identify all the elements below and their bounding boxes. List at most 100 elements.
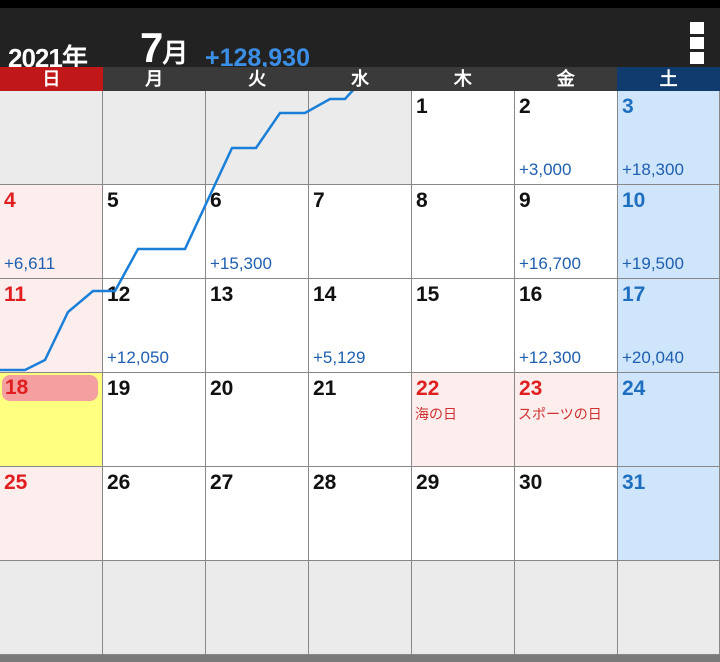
empty-cell[interactable]	[206, 561, 309, 655]
day-cell-16[interactable]: 16 +12,300	[515, 279, 618, 373]
day-number: 26	[107, 471, 131, 494]
day-cell-6[interactable]: 6 +15,300	[206, 185, 309, 279]
empty-cell[interactable]	[103, 561, 206, 655]
day-cell-12[interactable]: 12 +12,050	[103, 279, 206, 373]
day-amount: +12,050	[107, 348, 169, 367]
day-number: 3	[622, 95, 634, 118]
day-number: 28	[313, 471, 337, 494]
bottom-bar	[0, 655, 720, 662]
empty-cell[interactable]	[412, 561, 515, 655]
day-number: 22	[416, 377, 440, 400]
day-number: 13	[210, 283, 234, 306]
day-cell-9[interactable]: 9 +16,700	[515, 185, 618, 279]
day-number: 25	[4, 471, 28, 494]
empty-cell[interactable]	[309, 91, 412, 185]
day-cell-24[interactable]: 24	[618, 373, 720, 467]
day-number: 19	[107, 377, 131, 400]
day-number: 24	[622, 377, 646, 400]
day-cell-19[interactable]: 19	[103, 373, 206, 467]
day-cell-18[interactable]: 18	[0, 373, 103, 467]
day-amount: +19,500	[622, 254, 684, 273]
day-cell-27[interactable]: 27	[206, 467, 309, 561]
empty-cell[interactable]	[515, 561, 618, 655]
day-number: 18	[2, 375, 98, 401]
day-cell-14[interactable]: 14 +5,129	[309, 279, 412, 373]
holiday-name: スポーツの日	[518, 406, 602, 422]
day-number: 4	[4, 189, 16, 212]
day-amount: +15,300	[210, 254, 272, 273]
day-number: 21	[313, 377, 337, 400]
day-number: 5	[107, 189, 119, 212]
day-number: 8	[416, 189, 428, 212]
day-cell-8[interactable]: 8	[412, 185, 515, 279]
holiday-name: 海の日	[415, 406, 457, 422]
empty-cell[interactable]	[0, 91, 103, 185]
day-cell-28[interactable]: 28	[309, 467, 412, 561]
day-number: 30	[519, 471, 543, 494]
weekday-3: 水	[308, 67, 412, 91]
day-amount: +12,300	[519, 348, 581, 367]
day-number: 23	[519, 377, 543, 400]
more-vertical-icon[interactable]	[690, 22, 704, 67]
day-amount: +3,000	[519, 160, 572, 179]
day-cell-31[interactable]: 31	[618, 467, 720, 561]
empty-cell[interactable]	[0, 561, 103, 655]
weekday-2: 火	[205, 67, 309, 91]
weekday-4: 木	[411, 67, 515, 91]
month-suffix: 月	[162, 38, 188, 68]
day-number: 31	[622, 471, 646, 494]
weekday-0: 日	[0, 67, 103, 91]
day-cell-3[interactable]: 3 +18,300	[618, 91, 720, 185]
day-number: 29	[416, 471, 440, 494]
weekday-6: 土	[617, 67, 720, 91]
empty-cell[interactable]	[103, 91, 206, 185]
month-number: 7	[140, 24, 163, 71]
weekday-5: 金	[514, 67, 618, 91]
day-cell-13[interactable]: 13	[206, 279, 309, 373]
day-number: 17	[622, 283, 646, 306]
day-number: 10	[622, 189, 646, 212]
day-amount: +16,700	[519, 254, 581, 273]
day-amount: +18,300	[622, 160, 684, 179]
day-number: 12	[107, 283, 131, 306]
month-label[interactable]: 7月	[140, 24, 188, 72]
day-number: 9	[519, 189, 531, 212]
day-cell-15[interactable]: 15	[412, 279, 515, 373]
day-cell-17[interactable]: 17 +20,040	[618, 279, 720, 373]
day-cell-11[interactable]: 11	[0, 279, 103, 373]
day-amount: +6,611	[4, 254, 56, 273]
day-cell-1[interactable]: 1	[412, 91, 515, 185]
empty-cell[interactable]	[206, 91, 309, 185]
day-cell-5[interactable]: 5	[103, 185, 206, 279]
day-number: 7	[313, 189, 325, 212]
day-cell-21[interactable]: 21	[309, 373, 412, 467]
day-number: 27	[210, 471, 234, 494]
day-number: 14	[313, 283, 337, 306]
day-number: 6	[210, 189, 222, 212]
day-cell-20[interactable]: 20	[206, 373, 309, 467]
day-cell-10[interactable]: 10 +19,500	[618, 185, 720, 279]
day-amount: +20,040	[622, 348, 684, 367]
empty-cell[interactable]	[618, 561, 720, 655]
day-cell-4[interactable]: 4 +6,611	[0, 185, 103, 279]
day-cell-23[interactable]: 23 スポーツの日	[515, 373, 618, 467]
day-amount: +5,129	[313, 348, 366, 367]
day-number: 1	[416, 95, 428, 118]
day-cell-22[interactable]: 22 海の日	[412, 373, 515, 467]
day-cell-25[interactable]: 25	[0, 467, 103, 561]
weekday-1: 月	[102, 67, 206, 91]
day-number: 2	[519, 95, 531, 118]
day-number: 20	[210, 377, 234, 400]
day-cell-30[interactable]: 30	[515, 467, 618, 561]
day-cell-7[interactable]: 7	[309, 185, 412, 279]
day-number: 16	[519, 283, 543, 306]
calendar-grid: 31 30 29 28 27 26 25 24 23 スポーツの日 22 海の日 21 20 19 18 17 +…	[0, 91, 720, 655]
day-number: 15	[416, 283, 440, 306]
day-cell-26[interactable]: 26	[103, 467, 206, 561]
day-number: 11	[4, 283, 27, 306]
app-header: 2021年 7月 +128,930	[0, 8, 720, 73]
empty-cell[interactable]	[309, 561, 412, 655]
day-cell-29[interactable]: 29	[412, 467, 515, 561]
weekday-header: 日月火水木金土	[0, 67, 720, 91]
day-cell-2[interactable]: 2 +3,000	[515, 91, 618, 185]
